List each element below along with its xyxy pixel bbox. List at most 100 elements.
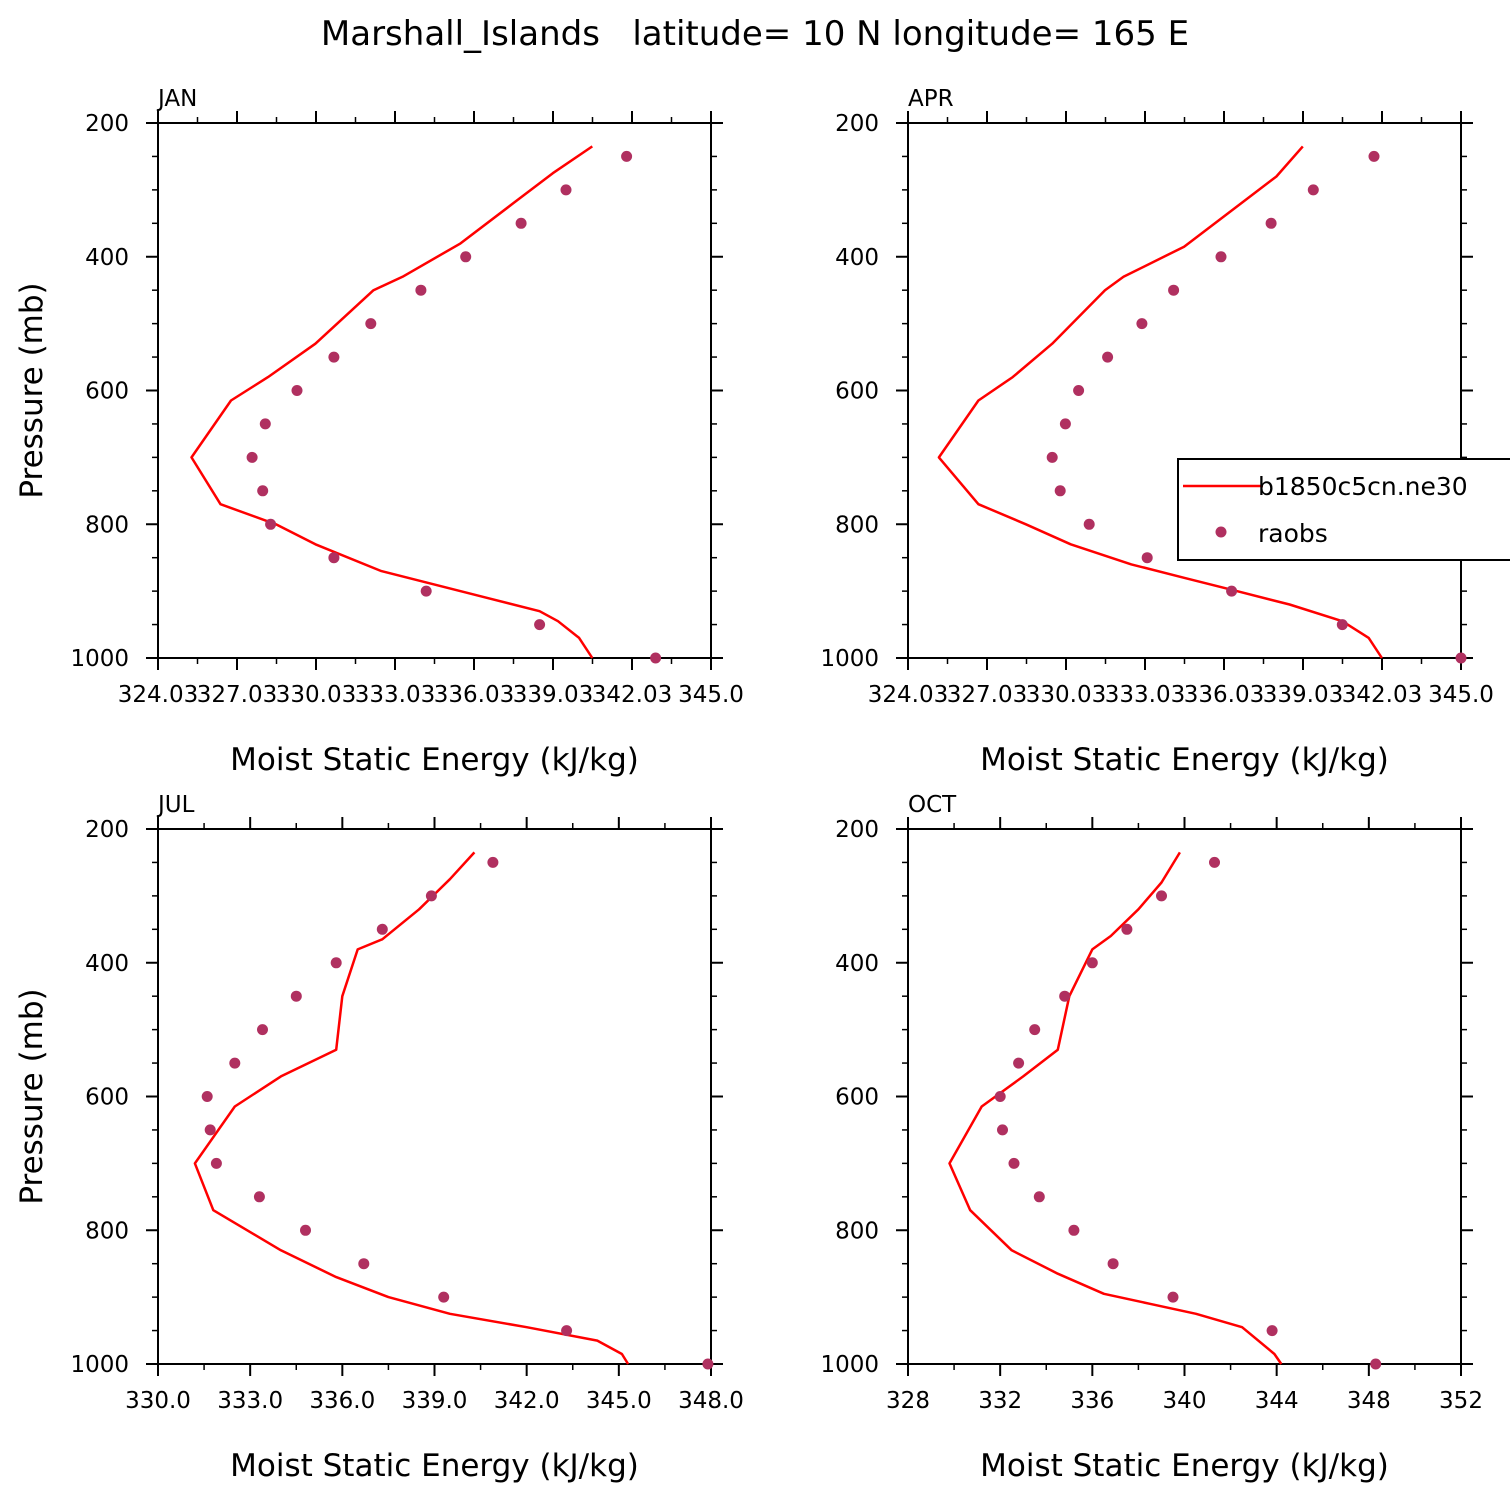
panel-label-jan: JAN <box>156 86 197 112</box>
model-line-oct <box>948 851 1283 1365</box>
y-tick-label-jan: 400 <box>85 245 129 271</box>
plot-frame-jan <box>157 122 712 659</box>
obs-point-jul <box>290 990 302 1002</box>
x-axis-title-jul: Moist Static Energy (kJ/kg) <box>230 1448 639 1484</box>
legend-box <box>1177 458 1510 561</box>
y-tick-label-apr: 800 <box>835 512 879 538</box>
y-tick-label-jul: 200 <box>85 817 129 843</box>
y-tick-label-apr: 1000 <box>820 646 879 672</box>
obs-point-apr <box>1136 318 1148 330</box>
obs-point-apr <box>1083 518 1095 530</box>
x-tick-label-jul: 336.0 <box>309 1388 375 1414</box>
y-tick-label-jul: 400 <box>85 951 129 977</box>
x-tick-label-jan: 336.03 <box>434 682 514 708</box>
obs-point-jul <box>210 1157 222 1169</box>
y-tick-label-oct: 200 <box>835 817 879 843</box>
obs-point-oct <box>997 1124 1008 1136</box>
obs-point-jan <box>415 284 427 296</box>
legend: b1850c5cn.ne30 raobs <box>1177 458 1510 561</box>
obs-point-apr <box>1073 385 1085 396</box>
y-tick-label-jan: 1000 <box>70 646 129 672</box>
y-tick-label-jul: 1000 <box>70 1352 129 1378</box>
obs-point-jul <box>561 1325 573 1337</box>
x-axis-title-apr: Moist Static Energy (kJ/kg) <box>980 742 1389 778</box>
obs-point-jan <box>650 652 662 664</box>
obs-point-oct <box>1266 1325 1278 1337</box>
y-tick-label-oct: 600 <box>835 1085 879 1111</box>
x-tick-label-apr: 333.03 <box>1105 682 1185 708</box>
y-axis-title-jul: Pressure (mb) <box>14 988 50 1204</box>
y-tick-label-apr: 600 <box>835 379 879 405</box>
plot-frame-oct <box>907 828 1462 1365</box>
obs-point-jan <box>328 552 340 564</box>
x-tick-label-oct: 344 <box>1255 1388 1299 1414</box>
obs-point-apr <box>1102 351 1114 363</box>
obs-point-jan <box>534 619 546 631</box>
obs-point-jan <box>460 251 472 263</box>
obs-point-oct <box>1068 1224 1080 1236</box>
x-tick-label-jan: 345.0 <box>678 682 744 708</box>
obs-point-jan <box>257 485 269 497</box>
x-tick-label-oct: 352 <box>1439 1388 1483 1414</box>
y-tick-label-jul: 800 <box>85 1218 129 1244</box>
x-tick-label-jul: 345.0 <box>586 1388 652 1414</box>
obs-point-jul <box>229 1057 241 1069</box>
obs-point-jul <box>201 1091 213 1102</box>
x-tick-label-apr: 327.03 <box>947 682 1027 708</box>
obs-point-oct <box>1107 1258 1119 1270</box>
x-tick-label-oct: 332 <box>978 1388 1022 1414</box>
x-tick-label-apr: 345.0 <box>1428 682 1494 708</box>
y-tick-label-jul: 600 <box>85 1085 129 1111</box>
x-tick-label-apr: 339.03 <box>1263 682 1343 708</box>
y-tick-label-oct: 1000 <box>820 1352 879 1378</box>
x-tick-label-apr: 342.03 <box>1342 682 1422 708</box>
obs-point-apr <box>1215 251 1227 263</box>
obs-point-apr <box>1168 284 1180 296</box>
obs-point-jul <box>358 1258 370 1270</box>
x-tick-label-jul: 342.0 <box>494 1388 560 1414</box>
panel-label-apr: APR <box>908 86 954 112</box>
x-tick-label-jan: 339.03 <box>513 682 593 708</box>
obs-point-apr <box>1226 585 1238 597</box>
obs-point-jan <box>365 318 377 330</box>
obs-point-apr <box>1046 451 1058 463</box>
obs-point-jul <box>257 1024 268 1036</box>
model-line-apr <box>937 145 1383 659</box>
obs-point-oct <box>1013 1057 1025 1069</box>
x-axis-title-oct: Moist Static Energy (kJ/kg) <box>980 1448 1389 1484</box>
x-tick-label-jul: 333.0 <box>217 1388 283 1414</box>
y-tick-label-oct: 400 <box>835 951 879 977</box>
obs-point-apr <box>1307 184 1319 196</box>
obs-point-apr <box>1059 418 1071 430</box>
x-tick-label-jul: 348.0 <box>678 1388 744 1414</box>
obs-point-jan <box>560 184 572 196</box>
obs-point-oct <box>1086 957 1098 969</box>
x-tick-label-jan: 333.03 <box>355 682 435 708</box>
x-tick-label-apr: 336.03 <box>1184 682 1264 708</box>
panel-apr: APR 200 400 600 800 1000 324.03327.03330.03333… <box>820 86 1493 778</box>
obs-point-jul <box>487 856 499 868</box>
panels: JAN2004006008001000324.03327.03330.03333… <box>14 86 1494 1484</box>
obs-point-oct <box>1029 1024 1041 1036</box>
x-tick-label-oct: 328 <box>886 1388 930 1414</box>
obs-point-oct <box>1059 990 1071 1002</box>
obs-point-jan <box>515 217 527 229</box>
obs-point-apr <box>1054 485 1066 497</box>
obs-point-oct <box>1156 890 1167 902</box>
obs-point-jul <box>300 1224 311 1236</box>
panel-label-jul: JUL <box>156 792 195 818</box>
obs-point-apr <box>1455 652 1467 664</box>
obs-point-oct <box>1008 1157 1020 1169</box>
obs-point-jul <box>702 1358 714 1370</box>
obs-point-jan <box>246 451 258 463</box>
obs-point-oct <box>1121 923 1133 935</box>
panel-label-oct: OCT <box>908 792 957 818</box>
model-line-jan <box>190 145 594 659</box>
y-tick-label-jan: 600 <box>85 379 129 405</box>
obs-point-apr <box>1265 217 1277 229</box>
y-tick-label-apr: 400 <box>835 245 879 271</box>
x-tick-label-jan: 324.03 <box>118 682 198 708</box>
obs-point-oct <box>1033 1191 1045 1203</box>
panel-jan: JAN 200 400 600 800 1000 324.03327.03330.03333… <box>14 86 744 778</box>
legend-model-label: b1850c5cn.ne30 <box>1258 472 1468 501</box>
